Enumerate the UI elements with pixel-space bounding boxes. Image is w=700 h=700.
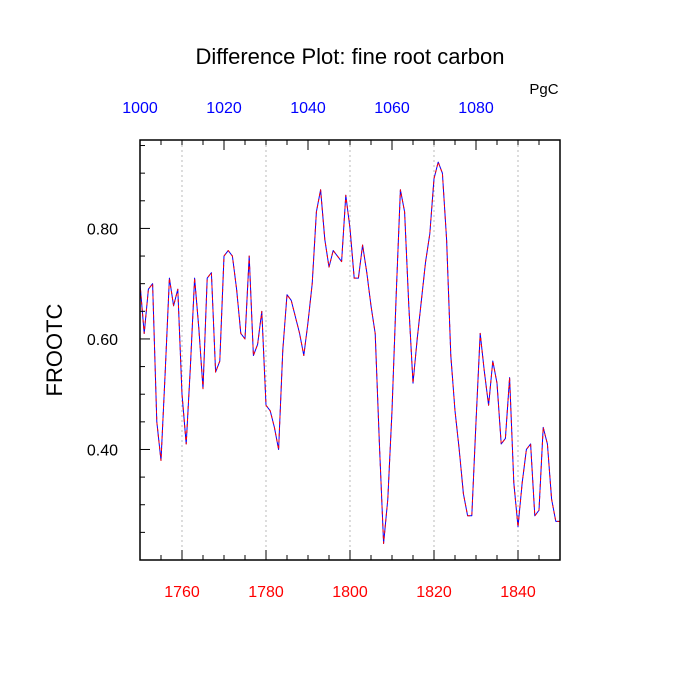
series-line-a xyxy=(139,161,560,544)
top-axis-tick-label: 1040 xyxy=(290,100,326,117)
top-axis-tick-label: 1020 xyxy=(206,100,242,117)
x-axis-tick-label: 1780 xyxy=(248,584,284,601)
series-lines xyxy=(139,161,560,544)
y-axis-tick-label: 0.60 xyxy=(87,332,118,349)
chart-title: Difference Plot: fine root carbon xyxy=(196,44,505,69)
x-axis-tick-label: 1840 xyxy=(500,584,536,601)
x-axis-tick-label: 1760 xyxy=(164,584,200,601)
y-axis-tick-label: 0.80 xyxy=(87,221,118,238)
y-axis-label: FROOTC xyxy=(42,303,67,396)
y-axis-tick-label: 0.40 xyxy=(87,442,118,459)
x-axis-tick-label: 1820 xyxy=(416,584,452,601)
tick-labels: 1760 1780 1800 1820 1840 1000 1020 1040 1060 1080… xyxy=(87,100,536,601)
grid-lines xyxy=(181,140,519,560)
top-axis-tick-label: 1060 xyxy=(374,100,410,117)
axis-ticks xyxy=(140,140,540,560)
x-axis-tick-label: 1800 xyxy=(332,584,368,601)
top-axis-tick-label: 1000 xyxy=(122,100,158,117)
top-axis-unit: PgC xyxy=(529,81,558,98)
top-axis-tick-label: 1080 xyxy=(458,100,494,117)
